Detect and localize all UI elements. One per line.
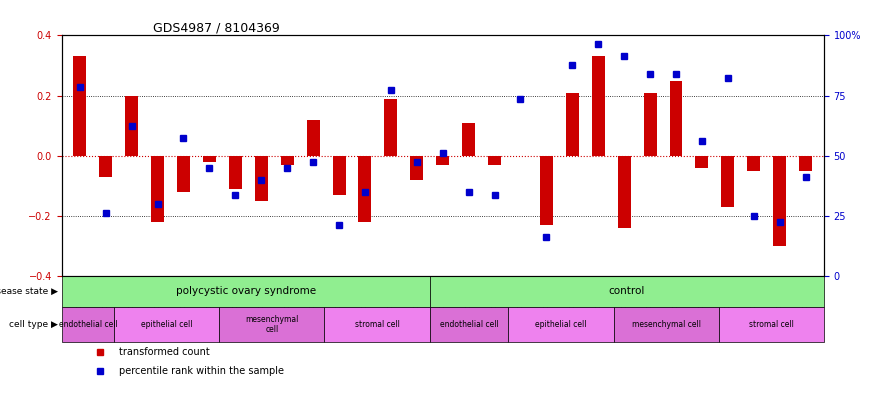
Bar bbox=[73, 57, 86, 156]
Bar bbox=[307, 119, 320, 156]
Bar bbox=[229, 156, 241, 189]
Bar bbox=[430, 307, 508, 342]
Bar bbox=[324, 307, 430, 342]
Bar bbox=[644, 93, 656, 156]
Bar bbox=[722, 156, 734, 207]
Bar bbox=[719, 307, 824, 342]
Text: endothelial cell: endothelial cell bbox=[440, 320, 499, 329]
Bar bbox=[670, 81, 683, 156]
Text: GDS4987 / 8104369: GDS4987 / 8104369 bbox=[153, 21, 280, 34]
Bar bbox=[411, 156, 423, 180]
Bar bbox=[115, 307, 219, 342]
Text: stromal cell: stromal cell bbox=[749, 320, 794, 329]
Text: disease state ▶: disease state ▶ bbox=[0, 287, 58, 296]
Bar bbox=[747, 156, 760, 171]
Text: percentile rank within the sample: percentile rank within the sample bbox=[119, 366, 284, 376]
Text: endothelial cell: endothelial cell bbox=[58, 320, 117, 329]
Text: epithelial cell: epithelial cell bbox=[141, 320, 193, 329]
Bar bbox=[540, 156, 553, 225]
Bar bbox=[281, 156, 293, 165]
Bar bbox=[463, 123, 475, 156]
Bar bbox=[255, 156, 268, 201]
Text: polycystic ovary syndrome: polycystic ovary syndrome bbox=[175, 286, 315, 296]
Bar bbox=[774, 156, 786, 246]
Bar bbox=[177, 156, 190, 192]
Bar bbox=[152, 156, 164, 222]
Text: epithelial cell: epithelial cell bbox=[535, 320, 587, 329]
Bar bbox=[100, 156, 112, 177]
Bar bbox=[62, 307, 115, 342]
Text: mesenchymal cell: mesenchymal cell bbox=[632, 320, 700, 329]
Bar bbox=[613, 307, 719, 342]
Bar bbox=[436, 156, 449, 165]
Bar bbox=[592, 57, 604, 156]
Text: cell type ▶: cell type ▶ bbox=[9, 320, 58, 329]
Bar bbox=[62, 276, 430, 307]
Bar bbox=[384, 99, 397, 156]
Bar bbox=[566, 93, 579, 156]
Bar bbox=[799, 156, 812, 171]
Text: control: control bbox=[609, 286, 645, 296]
Bar bbox=[332, 156, 345, 195]
Bar bbox=[488, 156, 501, 165]
Bar bbox=[219, 307, 324, 342]
Text: mesenchymal
cell: mesenchymal cell bbox=[245, 315, 299, 334]
Text: transformed count: transformed count bbox=[119, 347, 210, 357]
Bar bbox=[125, 95, 138, 156]
Text: stromal cell: stromal cell bbox=[354, 320, 399, 329]
Bar bbox=[359, 156, 372, 222]
Bar bbox=[430, 276, 824, 307]
Bar bbox=[618, 156, 631, 228]
Bar bbox=[508, 307, 613, 342]
Bar bbox=[203, 156, 216, 162]
Bar bbox=[695, 156, 708, 168]
